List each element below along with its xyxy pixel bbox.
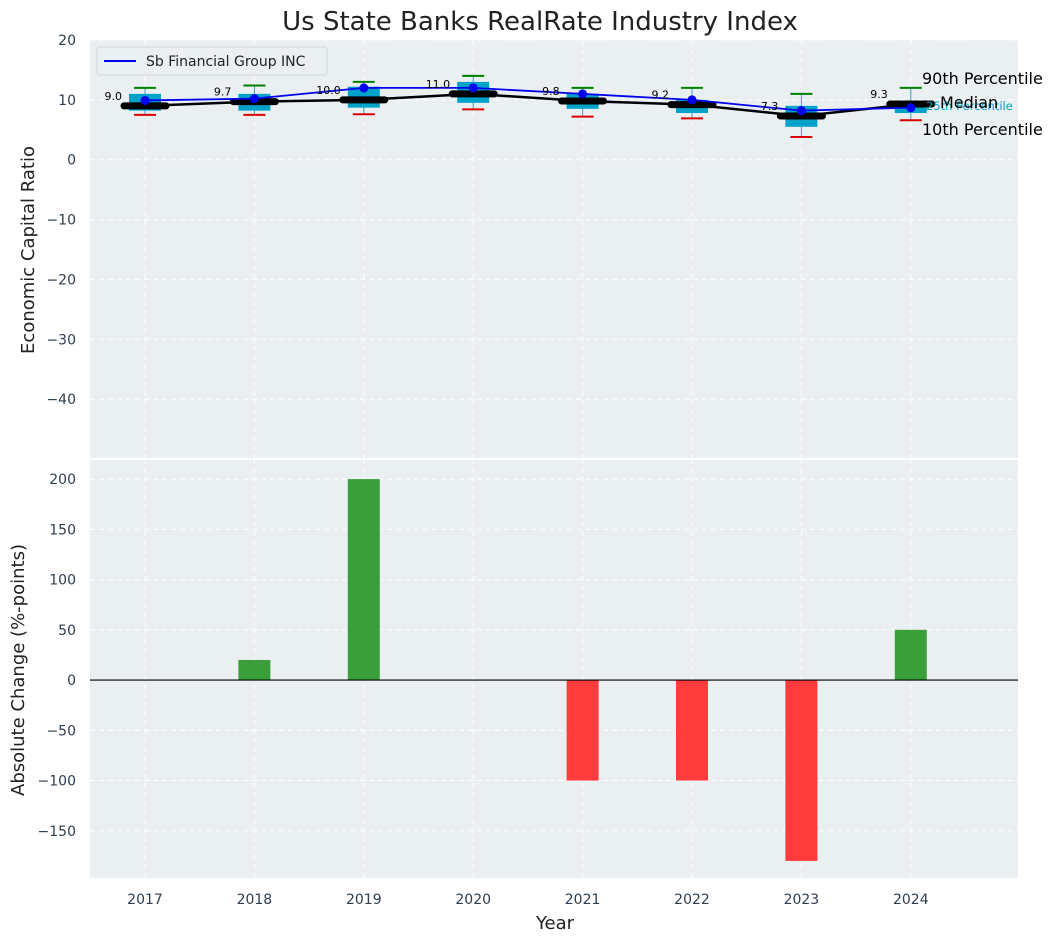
- bottom-y-tick-label: 100: [49, 573, 76, 589]
- median-value-label: 9.3: [870, 88, 888, 101]
- median-value-label: 9.2: [652, 89, 670, 102]
- bottom-y-tick-label: 0: [67, 673, 76, 689]
- company-point: [140, 95, 150, 105]
- company-point: [249, 94, 259, 104]
- bottom-y-tick-label: 50: [58, 623, 76, 639]
- x-axis-label: Year: [535, 913, 575, 934]
- top-y-tick-label: −30: [46, 332, 76, 348]
- label-10th-percentile: 10th Percentile: [922, 120, 1043, 139]
- x-tick-label: 2023: [784, 892, 820, 908]
- company-point: [906, 103, 916, 113]
- company-point: [578, 89, 588, 99]
- median-value-label: 11.0: [426, 78, 451, 91]
- change-bar: [785, 680, 818, 861]
- legend-entry-label: Sb Financial Group INC: [146, 54, 306, 70]
- x-tick-label: 2018: [237, 892, 273, 908]
- x-tick-label: 2019: [346, 892, 382, 908]
- change-bar: [566, 680, 599, 781]
- top-y-axis-label: Economic Capital Ratio: [18, 146, 39, 354]
- bottom-y-axis-label: Absolute Change (%-points): [8, 544, 29, 796]
- top-y-tick-label: −10: [46, 213, 76, 229]
- label-90th-percentile: 90th Percentile: [922, 69, 1043, 88]
- x-tick-label: 2024: [893, 892, 929, 908]
- label-25th-percentile: 25th Percentile: [926, 99, 1013, 113]
- bottom-y-tick-label: −100: [38, 774, 76, 790]
- change-bar: [347, 479, 380, 681]
- bottom-plot-area: [90, 459, 1018, 878]
- top-y-tick-label: −40: [46, 392, 76, 408]
- company-line: [144, 86, 911, 112]
- change-bar: [238, 659, 271, 681]
- top-y-tick-label: −20: [46, 272, 76, 288]
- top-y-tick-label: 0: [67, 153, 76, 169]
- top-panel: 20 10 0 −10 −20 −30 −40 9.0 9.7 10.0 11.0 9.8 9.2 7.3…: [18, 33, 1043, 459]
- bottom-y-tick-label: 200: [49, 472, 76, 488]
- label-median: Median: [940, 93, 998, 112]
- change-bar: [676, 680, 708, 781]
- median-value-label: 10.0: [316, 84, 341, 97]
- bottom-y-tick-label: −50: [46, 723, 76, 739]
- bottom-y-tick-label: 150: [49, 522, 76, 538]
- company-point: [359, 83, 369, 93]
- chart-title: Us State Banks RealRate Industry Index: [282, 7, 798, 37]
- median-value-label: 9.7: [214, 86, 232, 99]
- top-y-tick-label: 10: [58, 93, 76, 109]
- company-point: [796, 106, 806, 116]
- bottom-y-tick-label: −150: [38, 824, 76, 840]
- bottom-panel: 200 150 100 50 0 −50 −100 −150 2017 2018 2019 2020 2…: [8, 458, 1018, 934]
- top-y-tick-label: 20: [58, 33, 76, 49]
- change-bar: [894, 629, 927, 681]
- x-tick-label: 2020: [455, 892, 491, 908]
- legend-box: [96, 46, 328, 76]
- x-tick-label: 2022: [674, 892, 710, 908]
- median-value-label: 9.0: [105, 90, 123, 103]
- x-tick-label: 2021: [565, 892, 601, 908]
- median-value-label: 7.3: [761, 100, 779, 113]
- median-value-label: 9.8: [542, 85, 560, 98]
- company-point: [468, 83, 478, 93]
- company-point: [687, 95, 697, 105]
- x-tick-label: 2017: [127, 892, 163, 908]
